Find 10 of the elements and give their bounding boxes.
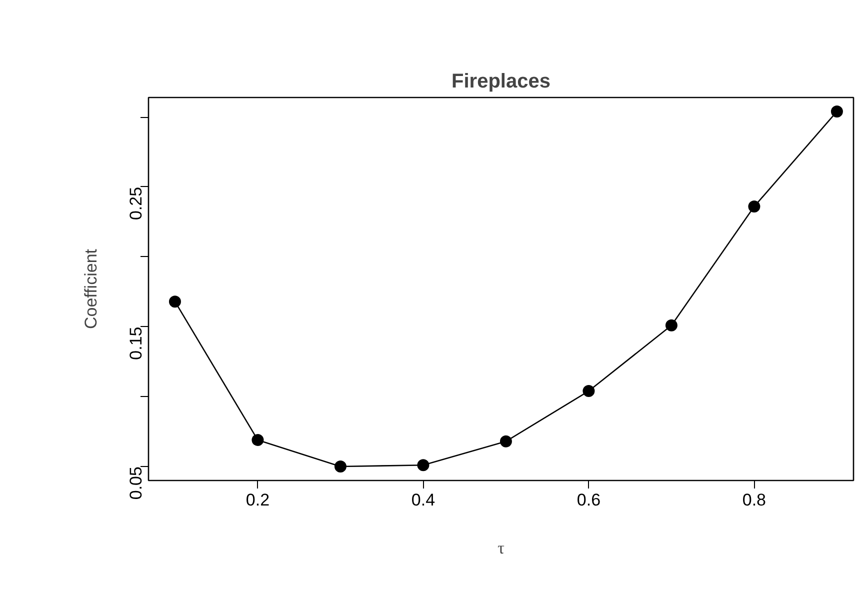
x-tick-label: 0.4 xyxy=(411,490,436,510)
y-tick-label: 0.15 xyxy=(126,326,146,360)
chart-title: Fireplaces xyxy=(452,70,550,92)
y-axis-title: Coefficient xyxy=(82,248,100,330)
x-tick-label: 0.6 xyxy=(576,490,601,510)
y-tick-label: 0.25 xyxy=(126,186,146,220)
y-tick-label: 0.05 xyxy=(126,466,146,500)
x-tick-label: 0.2 xyxy=(246,490,270,510)
x-tick-label: 0.8 xyxy=(742,490,766,510)
x-axis-title: τ xyxy=(498,538,505,558)
